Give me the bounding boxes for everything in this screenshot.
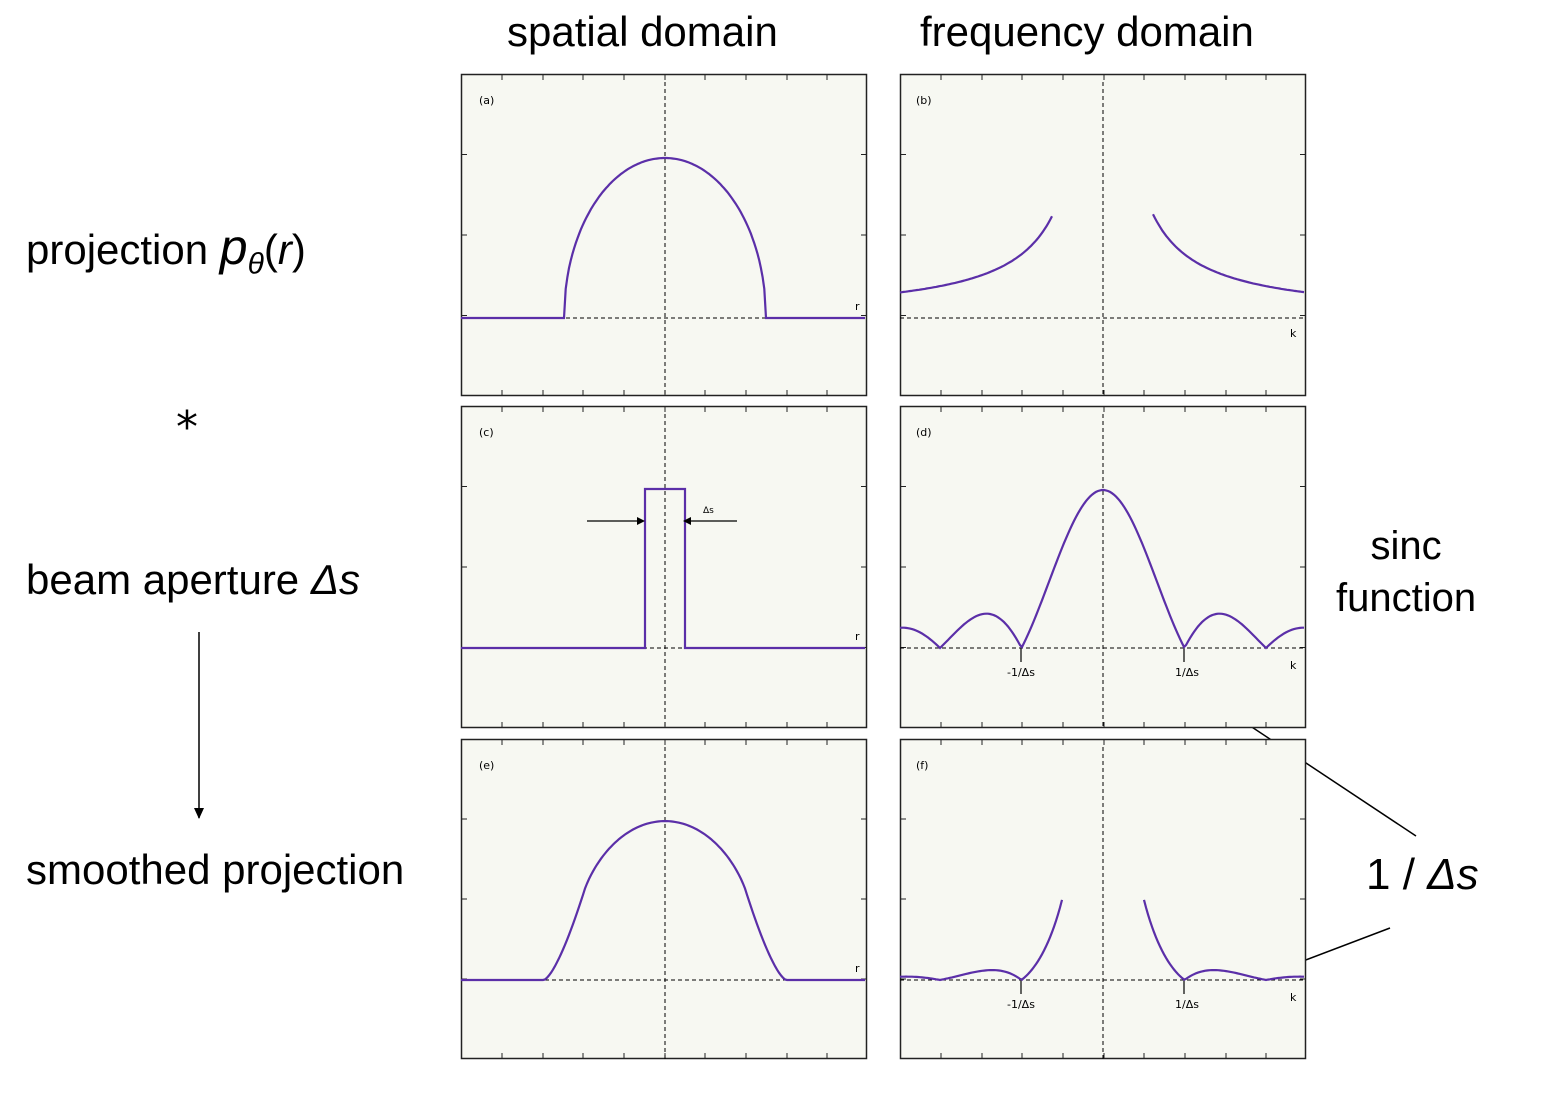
projection-close-paren: ) (291, 226, 306, 273)
panel-f-frame (899, 738, 1307, 1060)
projection-subscript: θ (247, 247, 264, 281)
frequency-domain-header: frequency domain (920, 8, 1254, 55)
panel-f-curve (900, 899, 1304, 982)
panel-d-tick-neg: -1/Δs (1007, 666, 1035, 679)
panel-c-tag: (c) (479, 426, 494, 439)
beam-aperture-symbol: Δs (310, 556, 361, 603)
panel-f-tick-pos: 1/Δs (1175, 998, 1199, 1011)
projection-symbol: p (219, 219, 248, 275)
panel-b-axis-label: k (1290, 327, 1297, 340)
panel-c-axis-label: r (855, 630, 860, 643)
panel-e-frame (460, 738, 868, 1060)
panel-c-width-arrowhead-left (637, 517, 645, 525)
smoothed-projection-label: smoothed projection (26, 846, 405, 893)
panel-a-axis-label: r (855, 300, 860, 313)
inverse-width-symbol: Δs (1427, 850, 1479, 899)
panel-b: (b) k (899, 73, 1307, 397)
panel-f: -1/Δs 1/Δs (f) k (899, 738, 1307, 1060)
panel-e-tag: (e) (479, 759, 494, 772)
beam-aperture-text: beam aperture (26, 556, 311, 603)
panel-f-tag: (f) (916, 759, 928, 772)
panel-b-tag: (b) (916, 94, 932, 107)
panel-e-axis-label: r (855, 962, 860, 975)
panel-d-tick-pos: 1/Δs (1175, 666, 1199, 679)
sinc-note-line1: sinc (1370, 524, 1442, 568)
panel-a-tag: (a) (479, 94, 494, 107)
panel-c-ticks (461, 406, 867, 728)
panel-c: (c) r Δs (460, 405, 868, 729)
panel-c-width-label: Δs (703, 506, 714, 516)
panel-d-frame (899, 405, 1307, 729)
sinc-function-note: sinc function (1336, 520, 1476, 624)
sinc-note-line2: function (1336, 576, 1477, 620)
panel-a: (a) r (460, 73, 868, 397)
projection-variable: r (277, 226, 292, 273)
inverse-width-prefix: 1 / (1366, 850, 1428, 899)
projection-label: projection pθ(r) (26, 218, 306, 281)
panel-d-curve (899, 488, 1304, 650)
panel-b-curve (899, 213, 1305, 294)
projection-label-text: projection (26, 226, 220, 273)
panel-f-ticks (900, 739, 1306, 1059)
projection-open-paren: ( (263, 226, 278, 273)
panel-a-frame (460, 73, 868, 397)
panel-a-curve (461, 156, 865, 320)
panel-d-tag: (d) (916, 426, 932, 439)
panel-c-frame (460, 405, 868, 729)
inverse-width-label: 1 / Δs (1366, 850, 1479, 900)
panel-f-tick-neg: -1/Δs (1007, 998, 1035, 1011)
panel-e: (e) r (460, 738, 868, 1060)
convolution-symbol: * (176, 402, 198, 453)
panel-b-frame (899, 73, 1307, 397)
panel-e-curve (461, 820, 865, 982)
spatial-domain-header: spatial domain (507, 8, 778, 55)
panel-d: -1/Δs 1/Δs (d) k (899, 405, 1307, 729)
panel-d-axis-label: k (1290, 659, 1297, 672)
panel-c-width-arrowhead-right (683, 517, 691, 525)
panel-c-curve (461, 487, 865, 650)
beam-aperture-label: beam aperture Δs (26, 556, 360, 604)
panel-b-ticks (900, 74, 1306, 396)
panel-f-axis-label: k (1290, 991, 1297, 1004)
